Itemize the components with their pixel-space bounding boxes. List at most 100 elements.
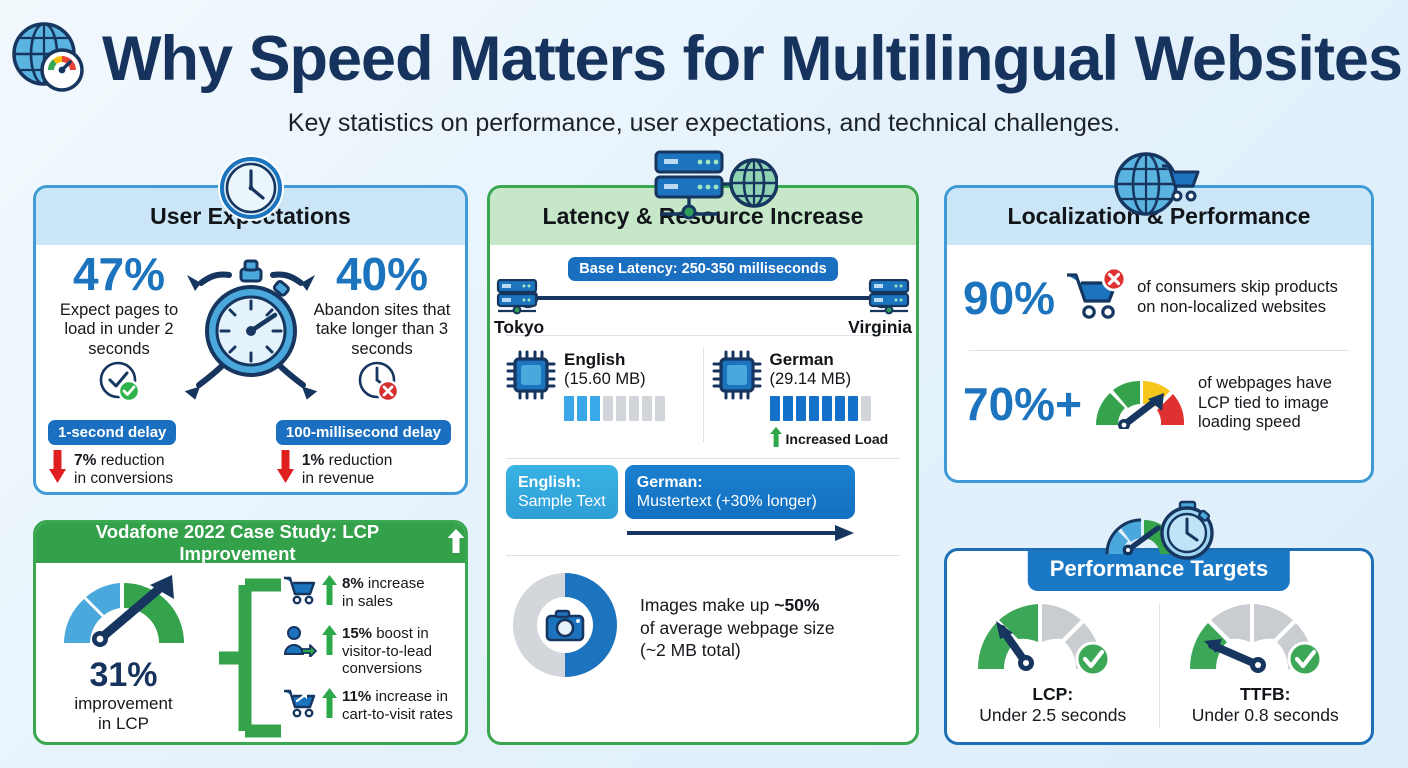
sample-english: English: Sample Text xyxy=(506,465,618,520)
increased-load-label: Increased Load xyxy=(785,430,889,447)
vodafone-value: 31% xyxy=(89,656,158,694)
perf-lcp-value: Under 2.5 seconds xyxy=(979,705,1127,725)
check-circle-green-icon xyxy=(1075,641,1111,677)
badge-1-second-delay: 1-second delay xyxy=(48,420,177,445)
voda-result-cart-text: 11% increase in cart-to-visit rates xyxy=(342,688,453,723)
images-share-text: Images make up ~50% of average webpage s… xyxy=(640,594,835,661)
loc-desc-70: of webpages have LCP tied to image loadi… xyxy=(1197,373,1332,432)
card-latency-resource: Latency & Resource Increase Base Latency… xyxy=(487,185,919,745)
badge-base-latency: Base Latency: 250-350 milliseconds xyxy=(568,257,838,281)
delay-right-text: 1% reduction in revenue xyxy=(301,451,393,487)
loc-value-70: 70%+ xyxy=(963,377,1082,430)
route-line xyxy=(517,287,893,309)
vodafone-results: 8% increase in sales 15% boost in visitor-… xyxy=(211,569,465,742)
loc-desc-90: of consumers skip products on non-locali… xyxy=(1137,277,1338,316)
server-globe-icon xyxy=(630,146,779,227)
sample-german-wrap: German: Mustertext (+30% longer) xyxy=(624,465,855,547)
language-german-name: German xyxy=(769,350,834,369)
stat-right-value: 40% xyxy=(335,248,429,300)
card-vodafone-case-study: Vodafone 2022 Case Study: LCP Improvemen… xyxy=(33,520,468,745)
gauge-up-arrow-icon xyxy=(50,575,198,655)
language-english: English (15.60 MB) xyxy=(506,342,695,452)
stat-left-desc: Expect pages to load in under 2 seconds xyxy=(59,301,179,358)
vodafone-gauge-block: 31% improvement in LCP xyxy=(36,569,211,742)
vodafone-sub: improvement in LCP xyxy=(74,694,173,734)
delay-block-left: 1-second delay 7% reduction in conversion… xyxy=(48,420,177,489)
language-english-name: English xyxy=(564,350,626,369)
loc-row-90: 90% of consumers skip products on non-lo… xyxy=(947,245,1371,350)
sample-german-value: Mustertext (+30% longer) xyxy=(636,493,817,511)
card-title-vodafone-label: Vodafone 2022 Case Study: LCP Improvemen… xyxy=(95,521,380,564)
user-expectations-body: 47% Expect pages to load in under 2 seco… xyxy=(36,245,465,492)
stat-right-desc: Abandon sites that take longer than 3 se… xyxy=(313,301,451,358)
delay-block-right: 100-millisecond delay 1% reduction in rev… xyxy=(275,420,451,489)
sample-german-label: German: xyxy=(636,474,703,491)
voda-result-leads: 15% boost in visitor-to-lead conversions xyxy=(283,625,432,678)
stat-right-40: 40% Abandon sites that take longer than … xyxy=(307,251,457,359)
delay-left-text: 7% reduction in conversions xyxy=(74,451,174,487)
check-circle-green-icon xyxy=(1287,641,1323,677)
visitor-lead-icon xyxy=(283,625,317,662)
down-arrow-red-icon xyxy=(276,450,295,489)
globe-cart-icon xyxy=(1108,150,1204,229)
loc-value-90: 90% xyxy=(963,271,1056,324)
divider-vertical xyxy=(702,348,704,442)
meter-german xyxy=(769,396,889,422)
sample-english-value: Sample Text xyxy=(518,493,606,511)
language-english-size: (15.60 MB) xyxy=(564,369,646,388)
divider xyxy=(506,458,900,459)
node-label-tokyo: Tokyo xyxy=(494,317,545,337)
page-subtitle: Key statistics on performance, user expe… xyxy=(287,109,1121,137)
up-arrow-green-icon xyxy=(769,427,782,450)
vodafone-body: 31% improvement in LCP 8% incre xyxy=(36,563,465,742)
bracket-icon xyxy=(219,578,281,738)
up-arrow-green-icon xyxy=(322,625,337,660)
language-german: German (29.14 MB) Increased Load xyxy=(712,342,901,452)
page-title: Why Speed Matters for Multilingual Websi… xyxy=(102,24,1403,95)
language-comparison: English (15.60 MB) xyxy=(506,342,900,452)
divider-vertical xyxy=(1158,603,1160,728)
globe-speedometer-icon xyxy=(6,18,92,101)
up-arrow-green-icon xyxy=(322,688,337,723)
donut-chart-images xyxy=(506,566,624,689)
sample-german: German: Mustertext (+30% longer) xyxy=(624,465,855,520)
badge-performance-targets: Performance Targets xyxy=(1027,551,1291,591)
perf-ttfb-value: Under 0.8 seconds xyxy=(1191,705,1339,725)
cpu-chip-icon xyxy=(506,350,556,405)
card-localization-performance: Localization & Performance 90% of consum… xyxy=(944,185,1374,483)
gauge-ttfb-icon xyxy=(1180,604,1350,681)
performance-targets-body: LCP: Under 2.5 seconds xyxy=(947,551,1371,742)
voda-result-sales: 8% increase in sales xyxy=(283,575,425,610)
perf-metric-lcp: LCP: Under 2.5 seconds xyxy=(947,597,1159,742)
divider xyxy=(969,350,1349,351)
clock-cross-icon xyxy=(357,360,403,409)
clock-check-icon xyxy=(98,360,144,409)
latency-route: Base Latency: 250-350 milliseconds xyxy=(494,257,912,337)
server-icon-virginia xyxy=(868,279,910,315)
card-user-expectations: User Expectations 47% Expect pages to lo… xyxy=(33,185,468,495)
meter-english xyxy=(564,396,665,422)
clock-icon xyxy=(215,152,287,229)
cart-cross-icon xyxy=(1065,266,1127,328)
up-arrow-green-icon xyxy=(322,575,337,610)
language-german-size: (29.14 MB) xyxy=(769,369,852,388)
gauge-stopwatch-icon xyxy=(1104,500,1220,567)
cart-arrow-icon xyxy=(283,688,317,723)
server-icon-tokyo xyxy=(496,279,538,315)
up-arrow-white-icon xyxy=(447,528,465,558)
voda-result-sales-text: 8% increase in sales xyxy=(342,575,425,610)
voda-result-cart: 11% increase in cart-to-visit rates xyxy=(283,688,453,723)
divider xyxy=(506,555,900,557)
increased-load-note: Increased Load xyxy=(769,427,889,450)
stat-left-47: 47% Expect pages to load in under 2 seco… xyxy=(44,251,194,359)
card-title-vodafone: Vodafone 2022 Case Study: LCP Improvemen… xyxy=(36,521,465,564)
node-label-virginia: Virginia xyxy=(848,317,912,337)
shopping-cart-icon xyxy=(283,575,317,610)
gauge-color-icon xyxy=(1092,373,1188,434)
voda-result-leads-text: 15% boost in visitor-to-lead conversions xyxy=(342,625,433,678)
gauge-lcp-icon xyxy=(968,604,1138,681)
badge-100-ms-delay: 100-millisecond delay xyxy=(275,420,451,445)
divider xyxy=(506,335,900,336)
perf-lcp-name: LCP: xyxy=(1032,684,1074,704)
